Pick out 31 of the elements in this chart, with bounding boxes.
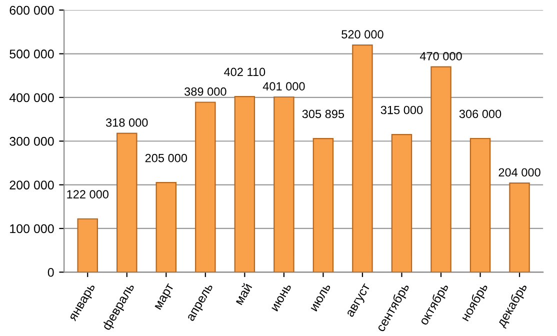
bar (391, 134, 412, 272)
data-label: 204 000 (498, 168, 540, 177)
bar (470, 138, 491, 272)
bar (274, 96, 294, 272)
data-label: 470 000 (420, 52, 462, 60)
bar (195, 102, 216, 272)
bar (352, 44, 373, 272)
y-tick-label: 0 (48, 268, 54, 277)
data-label: 315 000 (380, 106, 423, 114)
bar (116, 132, 138, 272)
bar (77, 218, 98, 272)
bar (509, 182, 530, 272)
data-label: 318 000 (106, 118, 148, 127)
data-label: 402 110 (224, 68, 266, 76)
y-tick-label: 200 000 (10, 180, 54, 190)
data-label: 520 000 (342, 30, 384, 39)
y-tick-label: 500 000 (10, 50, 54, 58)
bar (156, 182, 177, 272)
data-label: 401 000 (262, 82, 305, 91)
data-label: 306 000 (459, 110, 502, 118)
y-tick-label: 400 000 (9, 93, 54, 102)
bar (234, 96, 256, 272)
bar (312, 138, 334, 272)
data-label: 205 000 (145, 154, 188, 162)
y-tick-label: 600 000 (10, 6, 54, 15)
data-label: 122 000 (67, 190, 108, 198)
y-tick-label: 100 000 (10, 224, 54, 234)
data-label: 305 895 (302, 110, 344, 118)
bar (430, 66, 452, 272)
data-label: 389 000 (184, 87, 226, 96)
y-tick-label: 300 000 (10, 136, 54, 146)
